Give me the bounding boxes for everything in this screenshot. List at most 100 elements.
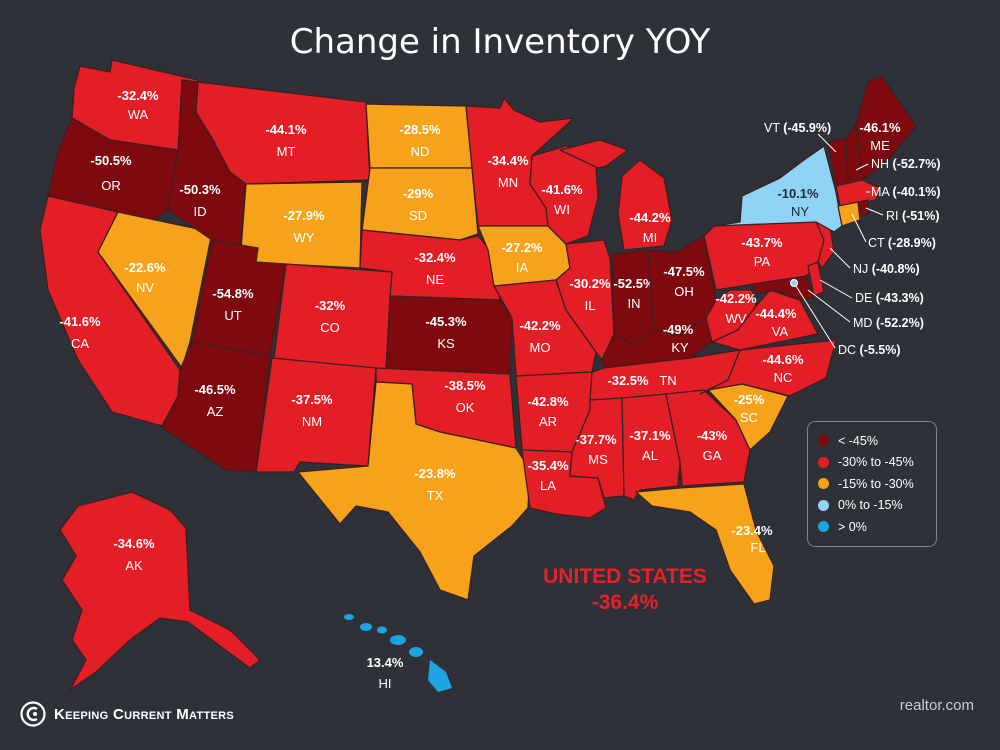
state-ky-abbr: KY: [671, 340, 689, 355]
state-dc[interactable]: [790, 279, 798, 287]
state-ne-value: -32.4%: [414, 250, 456, 265]
state-id[interactable]: -50.3% ID: [167, 79, 247, 247]
state-fl-abbr: FL: [750, 540, 765, 555]
state-ny[interactable]: -10.1% NY: [713, 145, 843, 233]
state-ak[interactable]: -34.6% AK: [59, 491, 261, 691]
state-nm-value: -37.5%: [291, 392, 333, 407]
state-wa-value: -32.4%: [117, 88, 159, 103]
state-il-value: -30.2%: [569, 276, 611, 291]
label-ct: CT (-28.9%): [868, 236, 936, 250]
state-in-value: -52.5%: [613, 276, 655, 291]
state-mo[interactable]: -42.2% MO: [493, 279, 597, 377]
state-ms-value: -37.7%: [575, 432, 617, 447]
state-ga[interactable]: -43% GA: [665, 389, 751, 487]
state-nm-abbr: NM: [302, 414, 322, 429]
state-wy-abbr: WY: [294, 230, 315, 245]
state-ms-abbr: MS: [588, 452, 608, 467]
legend-label: 0% to -15%: [838, 498, 903, 513]
state-il[interactable]: -30.2% IL: [555, 239, 615, 361]
state-ri[interactable]: [857, 199, 869, 217]
state-va[interactable]: -44.4% VA: [711, 289, 819, 351]
state-sd-abbr: SD: [409, 208, 427, 223]
state-or-abbr: OR: [101, 178, 121, 193]
state-wa-abbr: WA: [128, 107, 149, 122]
state-ga-abbr: GA: [703, 448, 722, 463]
state-ar-value: -42.8%: [527, 394, 569, 409]
state-nm[interactable]: -37.5% NM: [255, 357, 377, 473]
state-mt-abbr: MT: [277, 144, 296, 159]
state-or[interactable]: -50.5% OR: [47, 117, 179, 223]
state-tx-abbr: TX: [427, 488, 444, 503]
legend-item: -30% to -45%: [818, 452, 926, 474]
state-de[interactable]: [807, 261, 825, 297]
state-ks-value: -45.3%: [425, 314, 467, 329]
state-ma[interactable]: [835, 179, 881, 207]
state-ok[interactable]: -38.5% OK: [375, 367, 517, 449]
state-ks-abbr: KS: [437, 336, 455, 351]
state-nd-value: -28.5%: [399, 122, 441, 137]
state-ut[interactable]: -54.8% UT: [191, 239, 287, 357]
state-pa[interactable]: -43.7% PA: [703, 219, 825, 291]
label-vt: VT (-45.9%): [764, 121, 831, 135]
state-mn[interactable]: -34.4% MN: [465, 97, 575, 227]
state-nd-abbr: ND: [411, 144, 430, 159]
state-mn-abbr: MN: [498, 175, 518, 190]
state-nc[interactable]: -44.6% NC: [699, 339, 837, 397]
state-wy[interactable]: -27.9% WY: [239, 181, 363, 269]
state-md[interactable]: [751, 275, 815, 301]
state-ne[interactable]: -32.4% NE: [359, 229, 501, 301]
state-co-value: -32%: [315, 298, 346, 313]
state-hi[interactable]: 13.4% HI: [344, 614, 452, 692]
state-hi-value: 13.4%: [367, 655, 404, 670]
state-ok-abbr: OK: [456, 400, 475, 415]
label-de: DE (-43.3%): [855, 291, 924, 305]
brand: Keeping Current Matters: [20, 701, 234, 727]
state-wv[interactable]: -42.2% WV: [705, 289, 757, 343]
state-me-abbr: ME: [870, 138, 890, 153]
label-ri: RI (-51%): [886, 209, 940, 223]
state-tn-abbr: TN: [659, 373, 676, 388]
state-sc-value: -25%: [734, 392, 765, 407]
state-mi[interactable]: -44.2% MI: [559, 139, 673, 251]
state-co[interactable]: -32% CO: [273, 263, 393, 371]
state-oh-abbr: OH: [674, 284, 694, 299]
state-fl-value: -23.4%: [731, 523, 773, 538]
state-ks[interactable]: -45.3% KS: [385, 295, 513, 375]
state-oh-value: -47.5%: [663, 264, 705, 279]
label-nj: NJ (-40.8%): [853, 262, 920, 276]
state-al-abbr: AL: [642, 448, 658, 463]
source-credit: realtor.com: [899, 697, 974, 714]
legend-swatch: [818, 435, 829, 447]
state-pa-value: -43.7%: [741, 235, 783, 250]
state-ia-value: -27.2%: [501, 240, 543, 255]
state-tx-value: -23.8%: [414, 466, 456, 481]
state-az-abbr: AZ: [207, 404, 224, 419]
state-tx[interactable]: -23.8% TX: [297, 381, 531, 601]
state-va-value: -44.4%: [755, 306, 797, 321]
state-ar-abbr: AR: [539, 414, 557, 429]
state-mi-value: -44.2%: [629, 210, 671, 225]
state-ga-value: -43%: [697, 428, 728, 443]
state-mo-value: -42.2%: [519, 318, 561, 333]
state-ny-value: -10.1%: [777, 186, 819, 201]
state-tn-value: -32.5%: [607, 373, 649, 388]
state-me[interactable]: -46.1% ME: [855, 75, 917, 181]
state-nd[interactable]: -28.5% ND: [365, 103, 473, 169]
state-ak-abbr: AK: [125, 558, 143, 573]
state-sc[interactable]: -25% SC: [707, 383, 789, 451]
state-ms[interactable]: -37.7% MS: [569, 397, 625, 499]
legend-swatch: [818, 499, 829, 511]
state-in-abbr: IN: [628, 296, 641, 311]
state-wv-value: -42.2%: [715, 291, 757, 306]
state-az[interactable]: -46.5% AZ: [161, 341, 271, 473]
legend-swatch: [818, 478, 829, 490]
state-sd[interactable]: -29% SD: [361, 167, 479, 241]
state-hi-abbr: HI: [379, 676, 392, 691]
national-value: -36.4%: [591, 591, 659, 614]
map-title: Change in Inventory YOY: [289, 22, 711, 62]
legend-swatch: [818, 456, 829, 468]
legend-item: 0% to -15%: [818, 495, 926, 517]
state-fl[interactable]: -23.4% FL: [635, 483, 775, 605]
state-ar[interactable]: -42.8% AR: [515, 371, 593, 453]
state-wy-value: -27.9%: [283, 208, 325, 223]
